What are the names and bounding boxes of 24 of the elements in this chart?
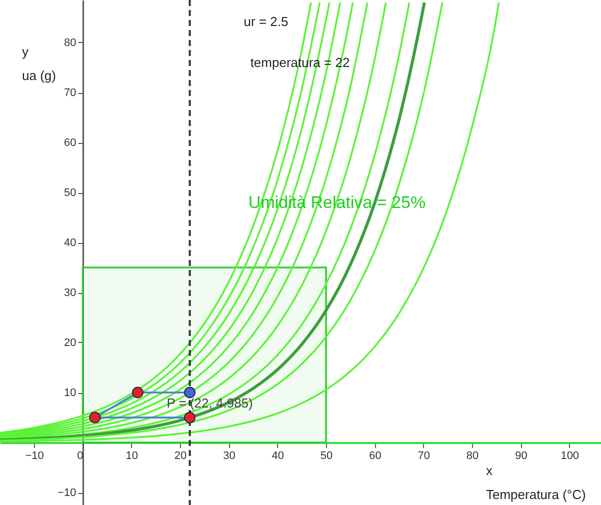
x-tick-label: 50 <box>320 450 333 462</box>
x-tick-label: 70 <box>418 450 430 462</box>
y-axis-title: y ua (g) <box>22 44 56 83</box>
y-tick-label: −10 <box>58 487 76 499</box>
y-tick-label: 30 <box>64 287 76 299</box>
y-tick-label: 50 <box>64 187 76 199</box>
x-tick-label: 60 <box>369 450 382 462</box>
x-tick-label: 80 <box>466 450 479 462</box>
x-tick-label: 40 <box>272 450 284 462</box>
x-tick-label: −10 <box>25 450 44 462</box>
x-tick-label: 0 <box>77 450 84 462</box>
x-tick-label: 20 <box>174 450 187 462</box>
x-tick-label: 10 <box>126 450 138 462</box>
y-tick-label: 40 <box>64 237 76 249</box>
annotation: ur = 2.5 <box>244 14 288 29</box>
y-tick-label: 60 <box>64 137 76 149</box>
y-tick-label: 20 <box>64 337 76 349</box>
x-tick-label: 100 <box>560 450 580 462</box>
y-tick-label: 10 <box>64 387 76 399</box>
x-tick-label: 90 <box>515 450 528 462</box>
x-axis-title: x Temperatura (°C) <box>486 463 586 502</box>
x-tick-label: 30 <box>223 450 236 462</box>
y-tick-label: 70 <box>64 87 76 99</box>
y-tick-label: 80 <box>64 37 76 49</box>
